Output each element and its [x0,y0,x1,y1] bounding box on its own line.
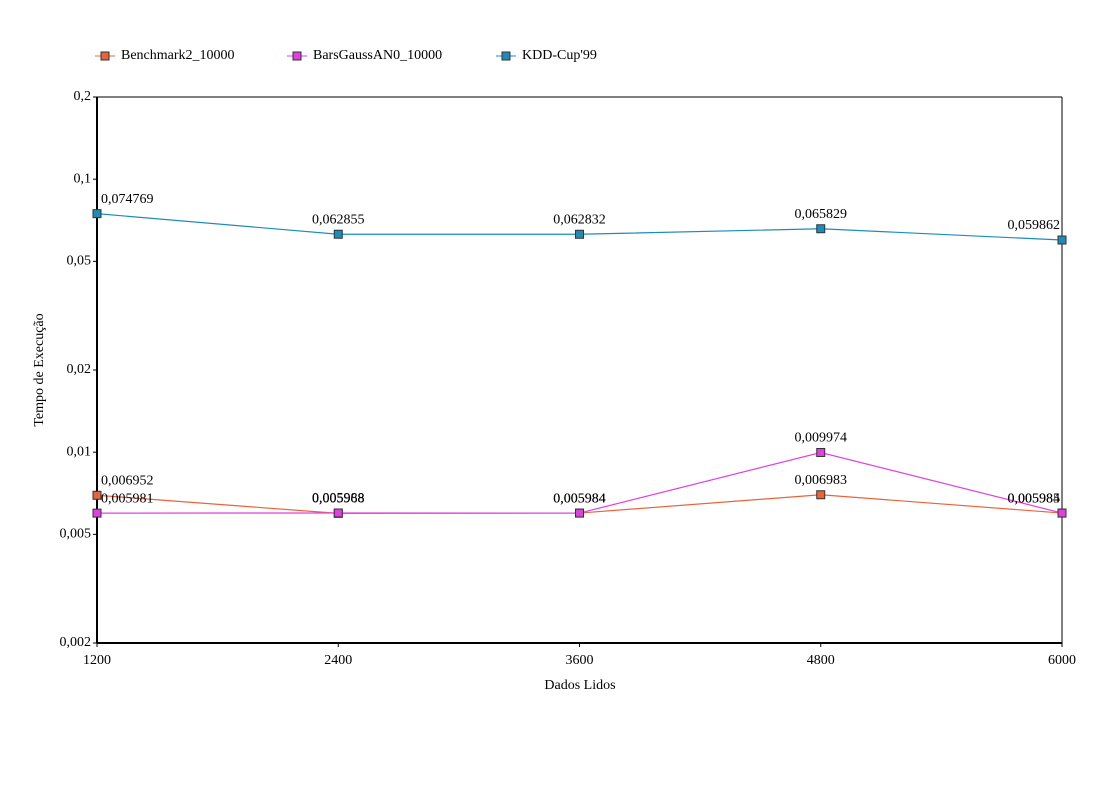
y-tick-label: 0,05 [67,254,92,269]
data-label: 0,074769 [101,192,154,207]
point [92,508,102,518]
data-label: 0,009974 [795,431,848,446]
y-tick-label: 0,005 [60,527,92,542]
y-tick-label: 0,002 [60,635,92,650]
legend-marker [292,51,302,61]
point [92,490,102,500]
x-tick-label: 1200 [83,653,111,668]
x-tick-label: 3600 [566,653,594,668]
point [816,224,826,234]
legend-label: KDD-Cup'99 [522,48,597,63]
data-label: 0,005968 [312,492,365,507]
point [1057,508,1067,518]
data-label: 0,062855 [312,212,365,227]
data-label: 0,005981 [101,491,154,506]
y-tick-label: 0,1 [74,171,92,186]
data-label: 0,062832 [553,212,606,227]
data-label: 0,005984 [553,491,606,506]
y-tick-label: 0,01 [67,444,92,459]
data-label: 0,005985 [1008,491,1061,506]
point [816,490,826,500]
legend-marker [100,51,110,61]
data-label: 0,006952 [101,474,154,489]
point [816,447,826,457]
legend-label: BarsGaussAN0_10000 [313,48,442,63]
y-axis-label: Tempo de Execução [32,313,47,426]
x-tick-label: 6000 [1048,653,1076,668]
x-axis-label: Dados Lidos [544,678,615,693]
data-label: 0,006983 [795,473,848,488]
point [92,209,102,219]
point [575,229,584,239]
data-label: 0,005984 [553,491,606,506]
point [575,508,584,518]
data-label: 0,005988 [312,491,365,506]
legend-label: Benchmark2_10000 [121,48,235,63]
data-label: 0,065829 [795,207,848,222]
legend-marker [501,51,511,61]
data-label: 0,059862 [1008,218,1061,233]
point [333,229,343,239]
point [333,508,343,518]
x-tick-label: 2400 [324,653,352,668]
point [1057,235,1067,245]
y-tick-label: 0,02 [67,362,92,377]
y-tick-label: 0,2 [74,89,92,104]
x-tick-label: 4800 [807,653,835,668]
